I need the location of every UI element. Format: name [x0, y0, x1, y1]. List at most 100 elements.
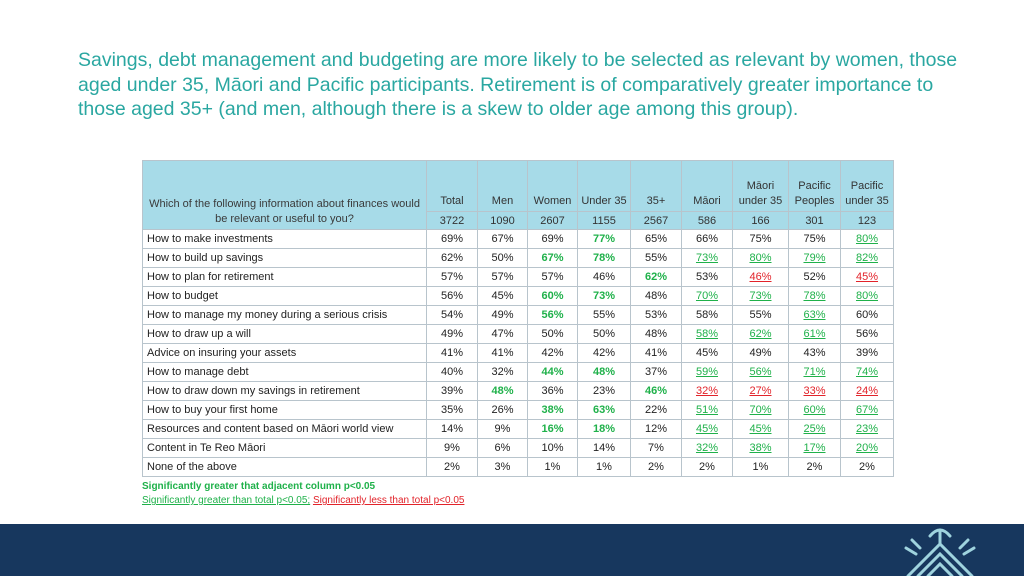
cell-value: 1% [544, 461, 561, 473]
table-cell: 26% [477, 400, 528, 420]
column-base-size: 586 [681, 211, 733, 230]
table-cell: 7% [630, 438, 682, 458]
results-table: Which of the following information about… [142, 160, 894, 477]
table-cell: 2% [630, 457, 682, 477]
table-row: Advice on insuring your assets 41% 41% 42% 4… [142, 343, 894, 363]
legend-less-than-total: Significantly less than total p<0.05 [312, 495, 465, 506]
table-cell: 51% [681, 400, 733, 420]
table-cell: 69% [527, 229, 578, 249]
cell-value: 73% [695, 252, 719, 264]
cell-value: 50% [592, 328, 616, 340]
table-cell: 38% [732, 438, 789, 458]
table-cell: 48% [477, 381, 528, 401]
cell-value: 22% [644, 404, 668, 416]
table-cell: 14% [577, 438, 631, 458]
table-cell: 2% [681, 457, 733, 477]
table-cell: 58% [681, 324, 733, 344]
table-cell: 14% [426, 419, 478, 439]
column-header: Women [527, 160, 578, 212]
table-cell: 47% [477, 324, 528, 344]
row-label: How to manage debt [142, 362, 427, 382]
column-header: 35+ [630, 160, 682, 212]
table-cell: 63% [577, 400, 631, 420]
table-cell: 63% [788, 305, 841, 325]
table-cell: 53% [630, 305, 682, 325]
table-cell: 24% [840, 381, 894, 401]
cell-value: 45% [695, 347, 719, 359]
cell-value: 32% [695, 442, 719, 454]
table-cell: 73% [681, 248, 733, 268]
cell-value: 41% [491, 347, 514, 359]
table-row: How to buy your first home 35% 26% 38% 63% 22… [142, 400, 894, 420]
cell-value: 44% [541, 366, 564, 378]
cell-value: 10% [541, 442, 564, 454]
cell-value: 45% [491, 290, 514, 302]
table-cell: 45% [840, 267, 894, 287]
cell-value: 43% [803, 347, 826, 359]
table-cell: 48% [630, 324, 682, 344]
table-cell: 53% [681, 267, 733, 287]
results-table-wrapper: Which of the following information about… [142, 160, 894, 477]
cell-value: 77% [592, 233, 616, 245]
cell-value: 14% [592, 442, 616, 454]
cell-value: 55% [592, 309, 616, 321]
table-row: How to draw up a will 49% 47% 50% 50% 48% 58% 6… [142, 324, 894, 344]
table-cell: 23% [840, 419, 894, 439]
cell-value: 52% [803, 271, 826, 283]
cell-value: 59% [695, 366, 719, 378]
table-cell: 78% [577, 248, 631, 268]
table-cell: 62% [630, 267, 682, 287]
table-cell: 60% [527, 286, 578, 306]
table-cell: 52% [788, 267, 841, 287]
column-base-size: 123 [840, 211, 894, 230]
cell-value: 57% [541, 271, 564, 283]
table-cell: 20% [840, 438, 894, 458]
cell-value: 49% [440, 328, 464, 340]
cell-value: 32% [491, 366, 514, 378]
table-cell: 9% [426, 438, 478, 458]
table-cell: 69% [426, 229, 478, 249]
cell-value: 9% [494, 423, 511, 435]
cell-value: 80% [855, 233, 879, 245]
cell-value: 47% [491, 328, 514, 340]
footer-bar [0, 524, 1024, 576]
table-cell: 59% [681, 362, 733, 382]
row-label: How to plan for retirement [142, 267, 427, 287]
cell-value: 69% [440, 233, 464, 245]
cell-value: 41% [644, 347, 668, 359]
cell-value: 51% [695, 404, 719, 416]
table-row: How to build up savings 62% 50% 67% 78% 55% 73… [142, 248, 894, 268]
cell-value: 32% [695, 385, 719, 397]
cell-value: 69% [541, 233, 564, 245]
table-cell: 38% [527, 400, 578, 420]
cell-value: 23% [592, 385, 616, 397]
cell-value: 67% [541, 252, 564, 264]
cell-value: 38% [749, 442, 772, 454]
table-cell: 79% [788, 248, 841, 268]
cell-value: 33% [803, 385, 826, 397]
table-cell: 73% [577, 286, 631, 306]
row-label: Advice on insuring your assets [142, 343, 427, 363]
table-cell: 75% [732, 229, 789, 249]
row-label: How to draw down my savings in retiremen… [142, 381, 427, 401]
table-cell: 41% [426, 343, 478, 363]
table-cell: 25% [788, 419, 841, 439]
table-cell: 16% [527, 419, 578, 439]
cell-value: 55% [644, 252, 668, 264]
table-cell: 74% [840, 362, 894, 382]
table-cell: 49% [732, 343, 789, 363]
cell-value: 38% [541, 404, 564, 416]
table-cell: 35% [426, 400, 478, 420]
table-cell: 62% [426, 248, 478, 268]
question-header: Which of the following information about… [142, 160, 427, 230]
table-cell: 73% [732, 286, 789, 306]
cell-value: 79% [803, 252, 826, 264]
row-label: Content in Te Reo Māori [142, 438, 427, 458]
cell-value: 53% [644, 309, 668, 321]
table-cell: 46% [732, 267, 789, 287]
cell-value: 9% [444, 442, 460, 454]
table-cell: 77% [577, 229, 631, 249]
table-cell: 17% [788, 438, 841, 458]
table-cell: 39% [426, 381, 478, 401]
cell-value: 62% [644, 271, 668, 283]
